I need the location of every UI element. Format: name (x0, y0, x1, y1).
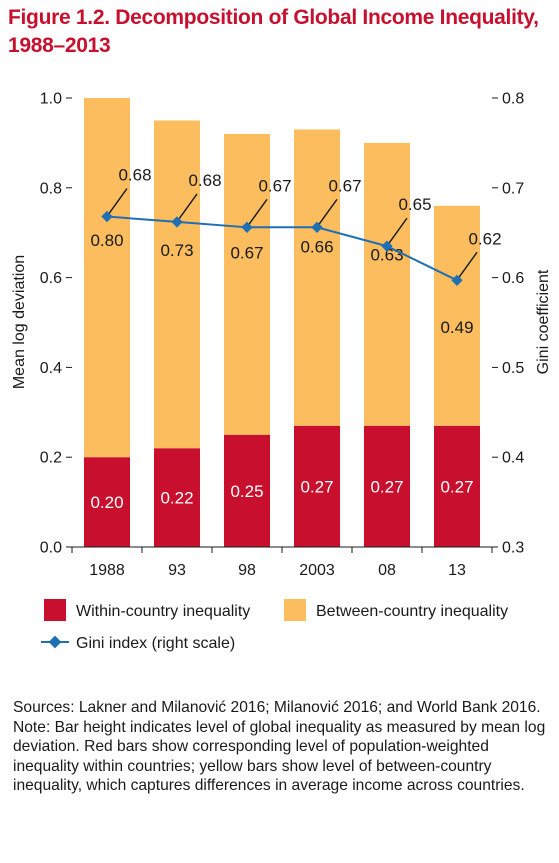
gini-leader-line (108, 188, 128, 214)
bars-group: 0.200.800.220.730.250.670.270.660.270.63… (84, 98, 480, 547)
gini-label: 0.67 (328, 176, 361, 195)
x-axis: 1988 93 98 2003 08 13 (71, 546, 493, 579)
gini-marker (451, 274, 463, 286)
x-tick-label: 1988 (89, 562, 125, 579)
gini-label: 0.68 (188, 171, 221, 190)
bar-label-between: 0.73 (160, 241, 193, 260)
x-tick-label: 13 (448, 562, 466, 579)
left-tick-label: 0.6 (40, 270, 62, 287)
gini-line-group: 0.68 0.68 0.67 0.67 0.65 0.62 (101, 166, 502, 286)
legend-label-between: Between-country inequality (316, 603, 508, 620)
bar-within-98 (224, 434, 270, 547)
right-tick-label: 0.5 (502, 360, 524, 377)
bar-label-between: 0.49 (440, 318, 473, 337)
gini-marker (241, 221, 253, 233)
gini-line (106, 215, 458, 282)
gini-leader-line (458, 251, 478, 278)
bar-within-1988 (84, 457, 130, 547)
bar-between-2003 (294, 129, 340, 426)
right-tick-label: 0.6 (502, 270, 524, 287)
bar-label-within: 0.20 (90, 493, 123, 512)
gini-label: 0.65 (398, 195, 431, 214)
legend-swatch-within (44, 599, 66, 621)
left-tick-label: 1.0 (40, 91, 62, 108)
bar-within-08 (364, 425, 410, 547)
left-tick-label: 0.2 (40, 450, 62, 467)
gini-leader-line (178, 193, 198, 220)
figure-notes: Sources: Lakner and Milanović 2016; Mila… (13, 698, 548, 796)
bar-label-between: 0.67 (230, 244, 263, 263)
x-tick-label: 93 (168, 562, 186, 579)
right-tick-label: 0.8 (502, 91, 524, 108)
right-tick-label: 0.3 (502, 540, 524, 557)
left-tick-label: 0.0 (40, 540, 62, 557)
bar-between-08 (364, 142, 410, 426)
bar-between-98 (224, 133, 270, 435)
stacked-bar-chart: 0.0 0.2 0.4 0.6 0.8 1.0 0.3 0.4 0.5 0.6 0.7 0.8 0.… (11, 91, 552, 653)
bar-label-within: 0.22 (160, 489, 193, 508)
bar-between-1988 (84, 98, 130, 458)
gini-marker (381, 240, 393, 252)
legend-swatch-between (284, 599, 306, 621)
gini-leader-line (248, 198, 268, 225)
bar-within-93 (154, 448, 200, 547)
right-axis-title: Gini coefficient (535, 269, 552, 374)
bar-label-within: 0.25 (230, 482, 263, 501)
bar-label-between: 0.80 (90, 231, 123, 250)
bar-between-93 (154, 120, 200, 449)
x-tick-label: 98 (238, 562, 256, 579)
right-tick-label: 0.4 (502, 450, 524, 467)
gini-label: 0.67 (258, 176, 291, 195)
left-y-axis: 0.0 0.2 0.4 0.6 0.8 1.0 (40, 91, 72, 557)
gini-marker (311, 221, 323, 233)
bar-label-between: 0.66 (300, 237, 333, 256)
gini-label: 0.62 (468, 229, 501, 248)
legend: Within-country inequality Between-countr… (41, 599, 508, 652)
bar-label-within: 0.27 (370, 477, 403, 496)
legend-label-gini: Gini index (right scale) (76, 635, 235, 652)
right-tick-label: 0.7 (502, 180, 524, 197)
bar-within-2003 (294, 425, 340, 547)
bar-between-13 (434, 205, 480, 426)
bar-within-13 (434, 425, 480, 547)
gini-label: 0.68 (118, 166, 151, 185)
bar-label-within: 0.27 (440, 477, 473, 496)
left-tick-label: 0.8 (40, 180, 62, 197)
right-y-axis: 0.3 0.4 0.5 0.6 0.7 0.8 (492, 91, 524, 557)
figure-title: Figure 1.2. Decomposition of Global Inco… (8, 6, 539, 57)
gini-leader-line (318, 198, 338, 225)
sources-text: Sources: Lakner and Milanović 2016; Mila… (13, 699, 541, 716)
gini-marker (171, 216, 183, 228)
x-tick-label: 2003 (299, 562, 335, 579)
left-axis-title: Mean log deviation (11, 255, 28, 389)
left-tick-label: 0.4 (40, 360, 62, 377)
gini-leader-line (388, 217, 408, 244)
legend-marker-gini (48, 635, 62, 649)
note-text: Note: Bar height indicates level of glob… (13, 718, 546, 795)
legend-label-within: Within-country inequality (76, 603, 250, 620)
x-tick-label: 08 (378, 562, 396, 579)
bar-label-within: 0.27 (300, 477, 333, 496)
